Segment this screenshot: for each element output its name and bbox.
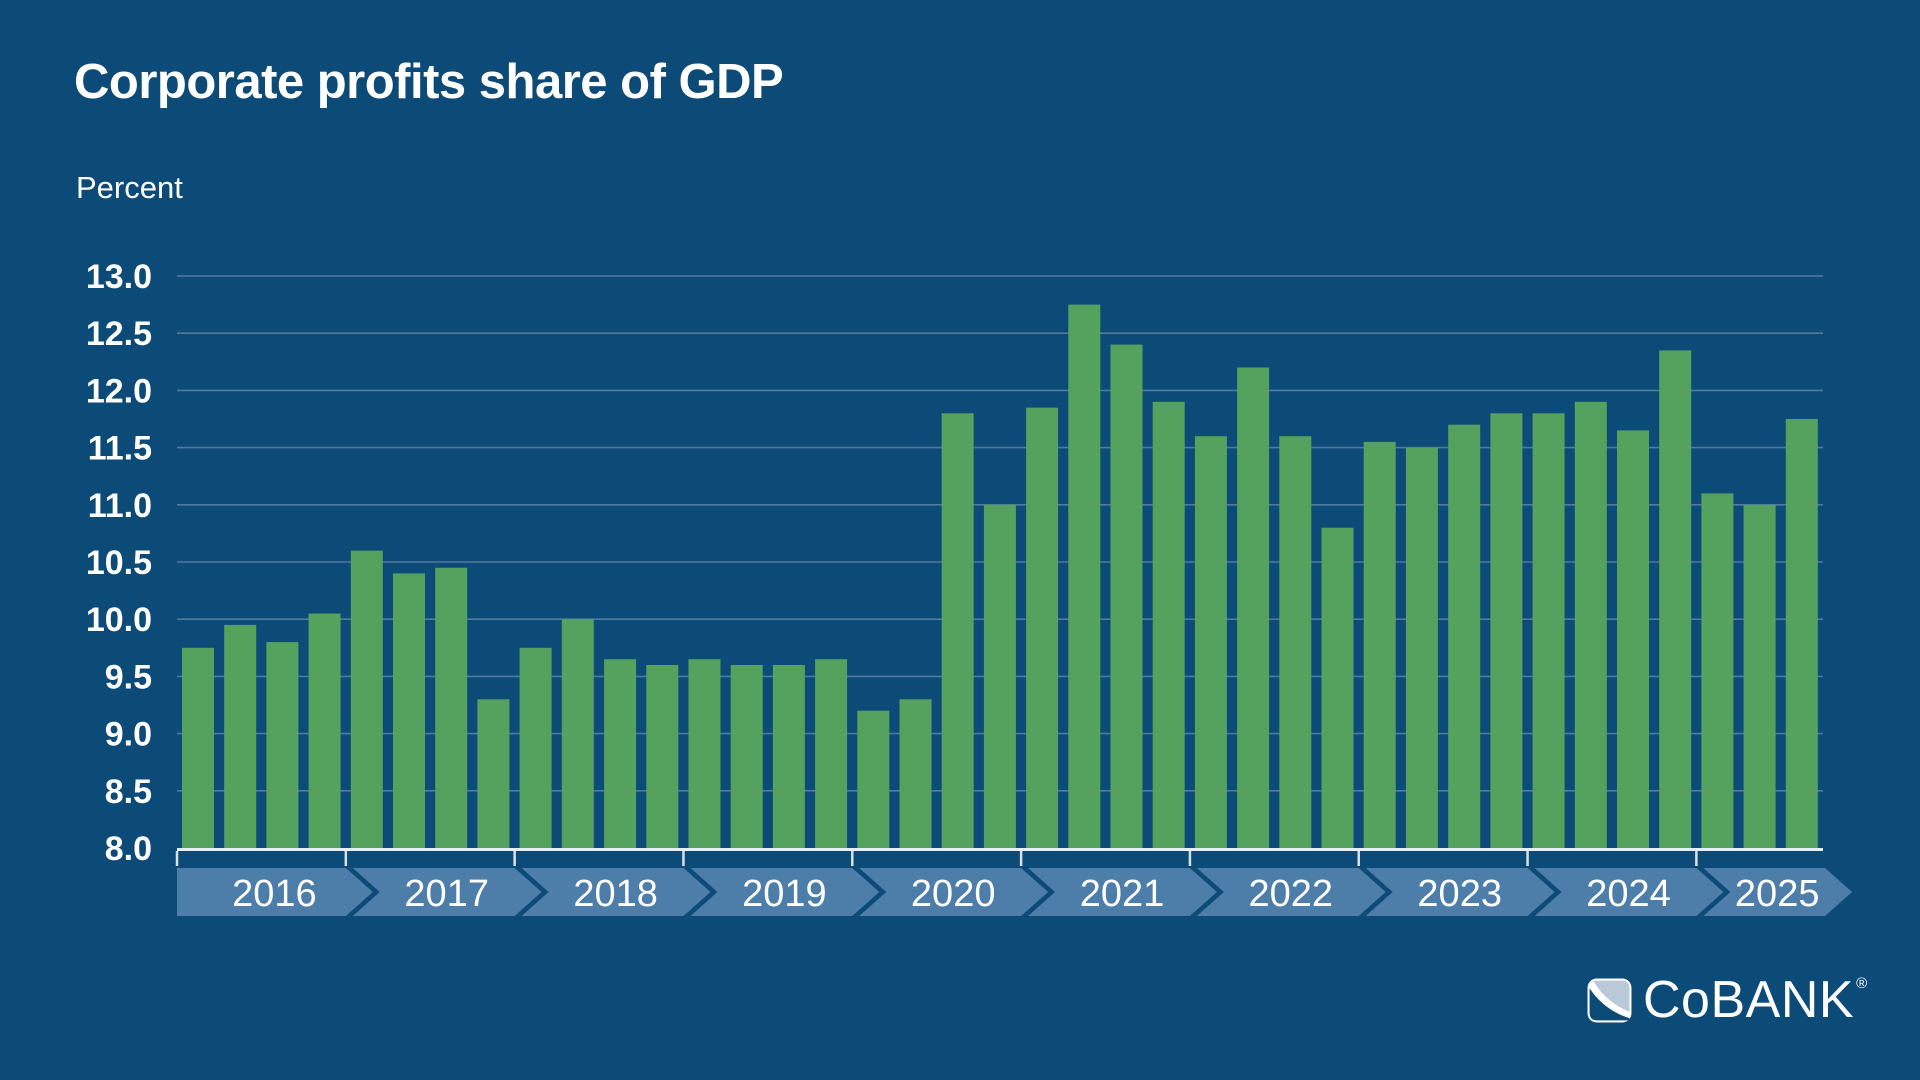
- bar-2024-q4: [1659, 350, 1692, 848]
- x-axis: [175, 848, 1823, 866]
- bar-2016-q1: [182, 647, 214, 848]
- bar-2025-q1: [1701, 493, 1734, 848]
- year-label-2017: 2017: [404, 873, 489, 915]
- year-band-2025: [1703, 868, 1852, 916]
- year-band-2019: [690, 868, 880, 916]
- y-tick-label-8.0: 8.0: [105, 830, 152, 868]
- bar-2023-q4: [1490, 413, 1523, 848]
- year-band-2018: [521, 868, 711, 916]
- y-tick-label-10.5: 10.5: [86, 544, 152, 582]
- bar-2018-q4: [646, 665, 679, 848]
- registered-mark-icon: ®: [1856, 975, 1868, 992]
- year-band-2016: [177, 868, 373, 916]
- chart-title: Corporate profits share of GDP: [74, 55, 784, 109]
- year-band-2023: [1365, 868, 1555, 916]
- y-tick-label-9.0: 9.0: [105, 716, 152, 754]
- bar-2019-q2: [730, 665, 763, 848]
- bar-2022-q1: [1194, 436, 1227, 848]
- bar-2017-q4: [477, 699, 510, 848]
- y-axis-unit-label: Percent: [76, 170, 183, 205]
- cobank-logo: CoBANK ®: [1586, 974, 1868, 1026]
- bar-2018-q2: [561, 619, 594, 848]
- year-band-2021: [1028, 868, 1217, 916]
- bar-2022-q4: [1321, 527, 1354, 848]
- bar-2024-q3: [1617, 430, 1649, 848]
- y-tick-label-11.5: 11.5: [88, 430, 152, 468]
- bar-2025-q2: [1743, 504, 1776, 848]
- bar-2020-q1: [857, 710, 890, 848]
- year-label-2025: 2025: [1735, 873, 1820, 915]
- year-band-2020: [859, 868, 1049, 916]
- logo-mark-navy-swoosh: [1589, 987, 1630, 1020]
- bar-2019-q1: [688, 659, 721, 848]
- cobank-wordmark: CoBANK ®: [1643, 974, 1868, 1026]
- y-tick-label-12.5: 12.5: [86, 315, 152, 353]
- bar-2020-q4: [983, 504, 1016, 848]
- year-band-2024: [1534, 868, 1724, 916]
- bar-2020-q3: [941, 413, 974, 848]
- y-tick-label-10.0: 10.0: [86, 601, 152, 639]
- cobank-logo-mark: [1587, 978, 1632, 1022]
- year-labels: 2016 2017 2018 2019 2020 2021 2022 2023 2024 2025: [232, 873, 1819, 915]
- bars: [182, 304, 1818, 849]
- year-label-2020: 2020: [911, 873, 996, 915]
- bar-2019-q4: [815, 659, 848, 848]
- y-tick-label-9.5: 9.5: [105, 658, 152, 696]
- year-label-2024: 2024: [1586, 873, 1671, 915]
- bar-2021-q2: [1068, 304, 1101, 849]
- logo-mark-light-flag: [1593, 980, 1630, 1012]
- year-label-2022: 2022: [1249, 873, 1334, 915]
- bar-2016-q4: [308, 613, 341, 848]
- bar-2017-q3: [435, 567, 468, 848]
- bar-2023-q2: [1405, 447, 1438, 848]
- year-label-2016: 2016: [232, 873, 317, 915]
- year-label-2018: 2018: [573, 873, 658, 915]
- year-band-2017: [352, 868, 542, 916]
- year-label-2019: 2019: [742, 873, 827, 915]
- bar-2017-q1: [350, 550, 383, 848]
- bar-2016-q2: [224, 624, 257, 848]
- bar-2024-q1: [1532, 413, 1565, 848]
- bar-2019-q3: [772, 665, 805, 848]
- cobank-wordmark-text: CoBANK: [1643, 971, 1855, 1029]
- bar-2021-q3: [1110, 344, 1143, 848]
- y-tick-label-11.0: 11.0: [88, 487, 152, 525]
- year-label-2021: 2021: [1080, 873, 1165, 915]
- y-tick-label-12.0: 12.0: [86, 372, 152, 410]
- bar-2021-q4: [1152, 401, 1185, 848]
- year-band-2022: [1196, 868, 1386, 916]
- bar-2025-q3: [1785, 419, 1818, 848]
- bar-2022-q2: [1237, 367, 1270, 848]
- bar-2023-q3: [1448, 424, 1481, 848]
- y-axis-labels: 8.0 8.5 9.0 9.5 10.0 10.5 11.0 11.5 12.0 12.5 13.0: [86, 258, 152, 868]
- bar-2024-q2: [1574, 401, 1607, 848]
- bar-2017-q2: [393, 573, 425, 848]
- y-tick-label-13.0: 13.0: [86, 258, 152, 296]
- bar-2023-q1: [1363, 441, 1396, 848]
- bar-2021-q1: [1026, 407, 1059, 848]
- bar-2018-q1: [519, 647, 552, 848]
- bar-2020-q2: [899, 699, 932, 848]
- bar-2018-q3: [604, 659, 637, 848]
- bar-2016-q3: [266, 642, 299, 848]
- bar-2022-q3: [1279, 436, 1312, 848]
- year-label-2023: 2023: [1417, 873, 1502, 915]
- y-tick-label-8.5: 8.5: [105, 773, 152, 811]
- year-bands: [177, 868, 1852, 916]
